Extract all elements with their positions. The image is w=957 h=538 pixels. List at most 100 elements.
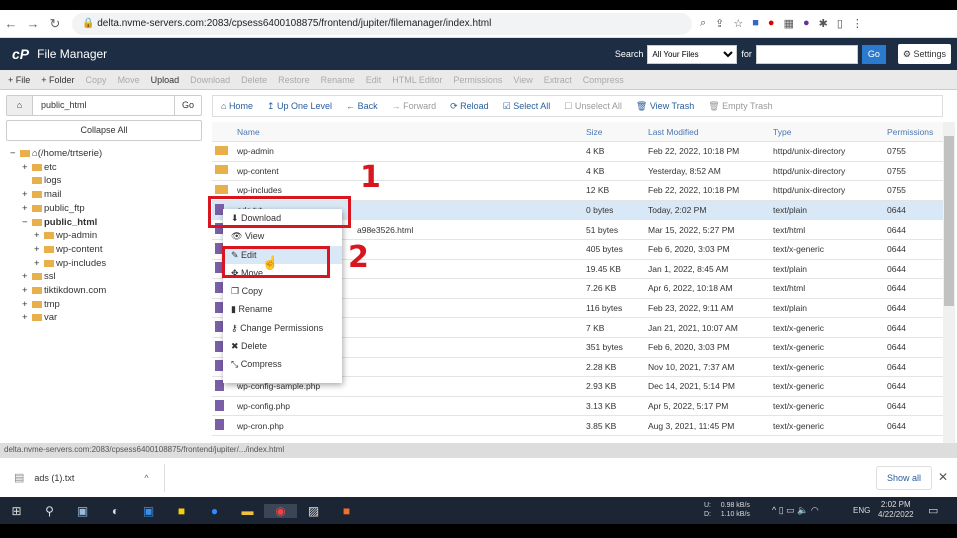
table-row[interactable]: wp-config.php 3.13 KB Apr 5, 2022, 5:17 PM…: [212, 397, 943, 417]
nav-reload-button[interactable]: ⟳ Reload: [450, 101, 489, 112]
toolbar-file-button[interactable]: + File: [8, 74, 31, 85]
outlook-icon[interactable]: ▣: [142, 503, 155, 518]
download-item[interactable]: ads (1).txt: [34, 472, 75, 483]
context-menu-item-delete[interactable]: ✖ Delete: [223, 337, 342, 355]
notifications-icon[interactable]: ▭: [928, 505, 939, 517]
close-icon[interactable]: ✕: [938, 470, 949, 484]
chevron-up-icon[interactable]: ^: [144, 472, 149, 483]
language-indicator[interactable]: ENG: [853, 506, 871, 515]
tree-toggle-icon[interactable]: −: [22, 216, 28, 228]
tree-toggle-icon[interactable]: +: [34, 243, 40, 255]
nav-viewtrash-button[interactable]: 🗑 View Trash: [636, 101, 694, 112]
menu-icon[interactable]: ⋮: [851, 18, 863, 30]
tree-item-ssl[interactable]: + ssl: [10, 270, 106, 284]
extension-icon[interactable]: ●: [802, 17, 810, 29]
context-menu-item-download[interactable]: ⬇ Download: [223, 209, 342, 227]
settings-button[interactable]: ⚙ Settings: [897, 44, 951, 64]
chrome-icon[interactable]: ◉: [264, 503, 297, 518]
toolbar-permissions-button[interactable]: Permissions: [453, 74, 503, 85]
nav-forward-button[interactable]: → Forward: [392, 101, 437, 111]
path-input[interactable]: public_html: [41, 100, 87, 110]
search-scope-select[interactable]: All Your Files: [647, 44, 738, 64]
tree-toggle-icon[interactable]: +: [22, 298, 28, 310]
file-explorer-icon[interactable]: ▬: [241, 503, 254, 518]
table-row[interactable]: 405 bytes Feb 6, 2020, 3:03 PM text/x-gene…: [212, 240, 943, 260]
share-icon[interactable]: ⇪: [715, 18, 725, 30]
back-icon[interactable]: ←: [4, 16, 18, 31]
search-input[interactable]: [755, 44, 858, 64]
windows-start-icon[interactable]: ⊞: [11, 503, 22, 518]
search-icon[interactable]: ⚲: [45, 503, 54, 518]
search-go-button[interactable]: Go: [861, 44, 886, 64]
extension-icon[interactable]: ▦: [783, 18, 794, 30]
context-menu-item-edit[interactable]: ✎ Edit: [223, 245, 342, 264]
context-menu-item-change-permissions[interactable]: ⚷ Change Permissions: [223, 319, 342, 337]
table-row[interactable]: wp-config-sample.php 2.93 KB Dec 14, 2021,…: [212, 377, 943, 397]
column-header-type[interactable]: Type: [773, 126, 792, 137]
tree-toggle-icon[interactable]: +: [22, 189, 28, 201]
toolbar-rename-button[interactable]: Rename: [320, 74, 355, 85]
toolbar-download-button[interactable]: Download: [190, 74, 231, 85]
tree-item-public-html[interactable]: − public_html: [10, 216, 106, 230]
toolbar-compress-button[interactable]: Compress: [582, 74, 624, 85]
tree-toggle-icon[interactable]: +: [22, 161, 28, 173]
toolbar-upload-button[interactable]: Upload: [150, 74, 180, 85]
table-row[interactable]: a98e3526.html 51 bytes Mar 15, 2022, 5:27 …: [212, 220, 943, 240]
sidebar-icon[interactable]: ▯: [836, 18, 843, 30]
table-row[interactable]: 7 KB Jan 21, 2021, 10:07 AM text/x-generic…: [212, 318, 943, 338]
toolbar-restore-button[interactable]: Restore: [278, 74, 310, 85]
nav-selectall-button[interactable]: ☑ Select All: [503, 101, 551, 112]
table-row[interactable]: wp-includes 12 KB Feb 22, 2022, 10:18 PM ht…: [212, 181, 943, 201]
nav-home-button[interactable]: ⌂ Home: [221, 101, 253, 111]
table-row[interactable]: 7.26 KB Apr 6, 2022, 10:18 AM text/html 064…: [212, 279, 943, 299]
tree-toggle-icon[interactable]: +: [34, 230, 40, 242]
collapse-all-button[interactable]: Collapse All: [6, 120, 202, 141]
tray-icons[interactable]: ^ ▯ ▭ 🔈 ◠: [772, 505, 819, 515]
table-row[interactable]: 2.28 KB Nov 10, 2021, 7:37 AM text/x-gener…: [212, 358, 943, 378]
nav-uponelevel-button[interactable]: ↥ Up One Level: [267, 101, 332, 112]
column-header-permissions[interactable]: Permissions: [887, 126, 934, 137]
opera-icon[interactable]: ●: [767, 17, 775, 29]
reload-icon[interactable]: ↻: [49, 15, 61, 31]
context-menu-item-move[interactable]: ✥ Move: [223, 264, 342, 282]
star-icon[interactable]: ☆: [733, 18, 744, 30]
extension-icon[interactable]: ■: [752, 17, 759, 29]
context-menu-item-compress[interactable]: ⤡ Compress: [223, 355, 342, 373]
table-row[interactable]: wp-content 4 KB Yesterday, 8:52 AM httpd/un…: [212, 162, 943, 182]
context-menu-item-rename[interactable]: ▮ Rename: [223, 300, 342, 318]
tree-toggle-icon[interactable]: +: [34, 257, 40, 269]
tree-item-etc[interactable]: + etc: [10, 161, 106, 175]
tree-item-public-ftp[interactable]: + public_ftp: [10, 202, 106, 216]
tree-item-tiktikdown-com[interactable]: + tiktikdown.com: [10, 284, 106, 298]
context-menu-item-copy[interactable]: ❐ Copy: [223, 282, 342, 300]
column-header-size[interactable]: Size: [586, 126, 603, 137]
sticky-notes-icon[interactable]: ■: [177, 503, 186, 518]
tree-item-tmp[interactable]: + tmp: [10, 298, 106, 312]
tree-item-wp-includes[interactable]: + wp-includes: [10, 257, 106, 271]
column-header-last-modified[interactable]: Last Modified: [648, 126, 699, 137]
table-row[interactable]: wp-admin 4 KB Feb 22, 2022, 10:18 PM httpd/…: [212, 142, 943, 162]
toolbar-move-button[interactable]: Move: [117, 74, 140, 85]
toolbar-htmleditor-button[interactable]: HTML Editor: [392, 74, 443, 85]
tree-toggle-icon[interactable]: +: [22, 202, 28, 214]
zoom-icon[interactable]: ⌕: [700, 17, 707, 29]
show-all-button[interactable]: Show all: [876, 466, 933, 490]
home-icon[interactable]: ⌂: [7, 96, 33, 115]
app-icon[interactable]: ▨: [307, 503, 320, 518]
app-icon[interactable]: ◐: [111, 503, 120, 518]
table-row[interactable]: 351 bytes Feb 6, 2020, 3:03 PM text/x-gene…: [212, 338, 943, 358]
recorder-icon[interactable]: ■: [342, 503, 351, 518]
tree-toggle-icon[interactable]: −: [10, 148, 16, 159]
tree-item-var[interactable]: + var: [10, 311, 106, 325]
table-row[interactable]: wp-cron.php 3.85 KB Aug 3, 2021, 11:45 PM t…: [212, 416, 943, 436]
nav-unselectall-button[interactable]: ☐ Unselect All: [564, 101, 622, 112]
forward-icon[interactable]: →: [26, 16, 40, 31]
tree-toggle-icon[interactable]: [22, 174, 30, 188]
toolbar-copy-button[interactable]: Copy: [85, 74, 107, 85]
nav-emptytrash-button[interactable]: 🗑 Empty Trash: [708, 101, 772, 112]
app-icon[interactable]: ▣: [76, 503, 89, 518]
column-header-name[interactable]: Name: [237, 126, 260, 137]
tree-item-mail[interactable]: + mail: [10, 188, 106, 202]
vertical-scrollbar[interactable]: [943, 122, 955, 444]
